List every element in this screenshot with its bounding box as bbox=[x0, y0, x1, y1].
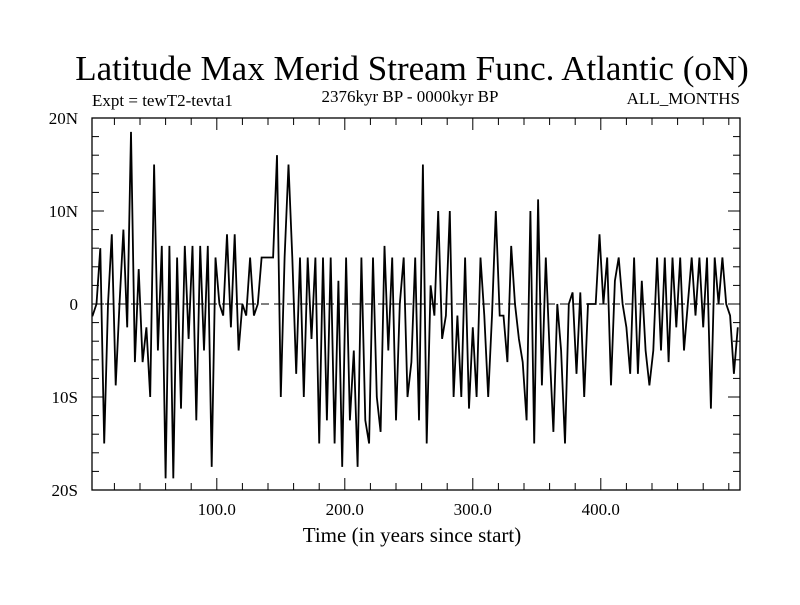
x-tick-label: 300.0 bbox=[454, 500, 492, 519]
x-tick-label: 400.0 bbox=[582, 500, 620, 519]
subtitle-experiment: Expt = tewT2-tevta1 bbox=[92, 91, 233, 110]
y-tick-label: 10S bbox=[52, 388, 78, 407]
y-tick-label: 20S bbox=[52, 481, 78, 500]
x-tick-label: 200.0 bbox=[326, 500, 364, 519]
x-axis-label: Time (in years since start) bbox=[303, 523, 522, 547]
plot-frame bbox=[91, 117, 741, 491]
subtitle-months: ALL_MONTHS bbox=[627, 89, 740, 108]
subtitle-period: 2376kyr BP - 0000kyr BP bbox=[322, 87, 499, 106]
series-line bbox=[91, 131, 739, 479]
y-tick-label: 10N bbox=[49, 202, 78, 221]
x-tick-label: 100.0 bbox=[198, 500, 236, 519]
y-tick-label: 20N bbox=[49, 109, 78, 128]
y-tick-label: 0 bbox=[70, 295, 79, 314]
chart-title: Latitude Max Merid Stream Func. Atlantic… bbox=[75, 49, 749, 88]
